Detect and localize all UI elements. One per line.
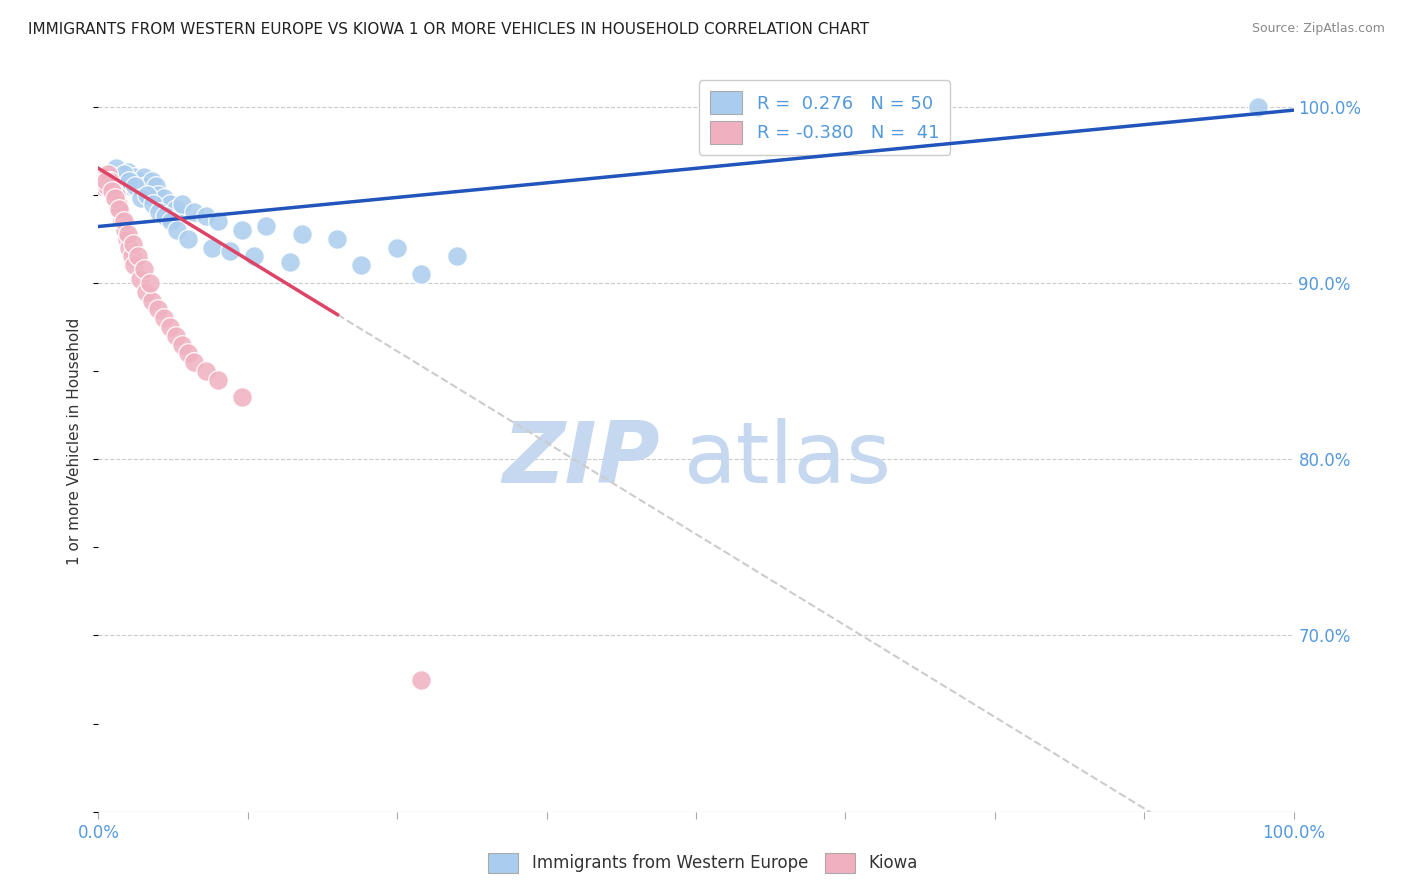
Point — [120, 178, 142, 193]
Point — [103, 191, 125, 205]
Point — [231, 223, 253, 237]
Point — [124, 178, 146, 193]
Text: ZIP: ZIP — [502, 417, 661, 500]
Point — [98, 170, 122, 185]
Point — [148, 187, 170, 202]
Point — [159, 196, 181, 211]
Point — [108, 178, 131, 193]
Point — [136, 187, 159, 202]
Point — [290, 227, 312, 241]
Point — [100, 184, 122, 198]
Point — [155, 209, 177, 223]
Text: Source: ZipAtlas.com: Source: ZipAtlas.com — [1251, 22, 1385, 36]
Point — [278, 254, 301, 268]
Point — [100, 178, 122, 193]
Point — [183, 205, 205, 219]
Y-axis label: 1 or more Vehicles in Household: 1 or more Vehicles in Household — [67, 318, 83, 566]
Point — [124, 258, 146, 272]
Point — [350, 258, 373, 272]
Point — [160, 214, 183, 228]
Point — [111, 170, 134, 185]
Point — [142, 196, 165, 211]
Point — [139, 276, 162, 290]
Point — [159, 320, 181, 334]
Point — [129, 272, 152, 286]
Point — [446, 250, 468, 264]
Point — [1246, 100, 1268, 114]
Point — [115, 174, 138, 188]
Point — [194, 364, 218, 378]
Point — [165, 328, 187, 343]
Point — [114, 223, 136, 237]
Point — [207, 373, 229, 387]
Point — [219, 244, 242, 259]
Point — [96, 178, 118, 193]
Point — [165, 202, 187, 216]
Point — [385, 241, 409, 255]
Point — [112, 167, 135, 181]
Point — [153, 191, 176, 205]
Point — [107, 178, 129, 193]
Point — [93, 170, 115, 185]
Point — [166, 223, 188, 237]
Point — [411, 267, 433, 281]
Point — [127, 250, 149, 264]
Point — [194, 209, 218, 223]
Point — [132, 261, 155, 276]
Point — [129, 174, 152, 188]
Point — [101, 187, 124, 202]
Point — [107, 196, 129, 211]
Point — [118, 241, 141, 255]
Point — [411, 673, 433, 687]
Point — [111, 214, 134, 228]
Point — [148, 302, 170, 317]
Point — [125, 178, 148, 193]
Point — [177, 346, 200, 360]
Point — [153, 311, 176, 326]
Point — [91, 178, 114, 193]
Point — [105, 187, 128, 202]
Point — [135, 285, 157, 299]
Point — [115, 232, 138, 246]
Point — [118, 174, 141, 188]
Point — [145, 178, 167, 193]
Point — [201, 241, 224, 255]
Point — [172, 196, 194, 211]
Point — [135, 178, 157, 193]
Point — [117, 227, 139, 241]
Point — [112, 214, 135, 228]
Point — [138, 184, 160, 198]
Point — [172, 337, 194, 351]
Point — [243, 250, 266, 264]
Point — [94, 174, 117, 188]
Point — [141, 174, 163, 188]
Legend: Immigrants from Western Europe, Kiowa: Immigrants from Western Europe, Kiowa — [482, 847, 924, 880]
Point — [177, 232, 200, 246]
Point — [104, 191, 127, 205]
Point — [131, 191, 153, 205]
Point — [124, 170, 146, 185]
Point — [122, 237, 145, 252]
Point — [114, 167, 136, 181]
Text: IMMIGRANTS FROM WESTERN EUROPE VS KIOWA 1 OR MORE VEHICLES IN HOUSEHOLD CORRELAT: IMMIGRANTS FROM WESTERN EUROPE VS KIOWA … — [28, 22, 869, 37]
Point — [183, 355, 205, 369]
Text: atlas: atlas — [685, 417, 891, 500]
Point — [231, 391, 253, 405]
Point — [121, 250, 143, 264]
Point — [97, 167, 120, 181]
Point — [107, 202, 129, 216]
Point — [141, 293, 163, 308]
Point — [132, 170, 155, 185]
Point — [108, 205, 131, 219]
Point — [105, 161, 128, 176]
Point — [148, 205, 170, 219]
Legend: R =  0.276   N = 50, R = -0.380   N =  41: R = 0.276 N = 50, R = -0.380 N = 41 — [699, 80, 950, 155]
Point — [98, 174, 122, 188]
Point — [207, 214, 229, 228]
Point — [326, 232, 349, 246]
Point — [254, 219, 277, 234]
Point — [101, 170, 124, 185]
Point — [117, 165, 139, 179]
